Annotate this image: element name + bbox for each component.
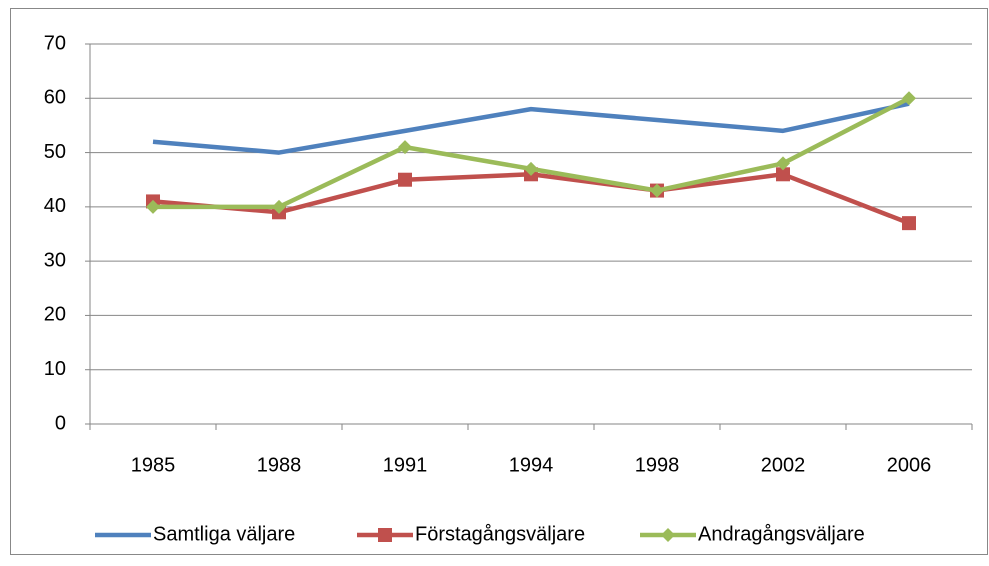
marker xyxy=(398,140,412,155)
x-tick-label: 1988 xyxy=(257,454,302,476)
legend-label: Andragångsväljare xyxy=(698,523,865,545)
x-tick-label: 1994 xyxy=(509,454,554,476)
series-line xyxy=(152,101,910,155)
y-tick-label: 50 xyxy=(44,141,66,163)
y-tick-label: 20 xyxy=(44,304,66,326)
x-tick-label: 2006 xyxy=(887,454,932,476)
legend-label: Förstagångsväljare xyxy=(415,523,585,545)
y-tick-label: 0 xyxy=(55,412,66,434)
y-tick-label: 70 xyxy=(44,32,66,54)
marker xyxy=(776,167,790,182)
x-tick-label: 1985 xyxy=(131,454,176,476)
marker xyxy=(398,172,412,187)
marker xyxy=(272,199,286,214)
marker xyxy=(650,183,664,198)
marker xyxy=(524,161,538,176)
marker xyxy=(902,216,916,231)
x-tick-label: 2002 xyxy=(761,454,806,476)
marker xyxy=(902,91,916,106)
x-tick-label: 1991 xyxy=(383,454,428,476)
y-tick-label: 60 xyxy=(44,87,66,109)
marker xyxy=(661,528,675,542)
marker xyxy=(146,199,160,214)
marker xyxy=(378,528,392,542)
y-tick-label: 10 xyxy=(44,358,66,380)
legend-label: Samtliga väljare xyxy=(153,523,295,545)
y-tick-label: 40 xyxy=(44,195,66,217)
x-tick-label: 1998 xyxy=(635,454,680,476)
y-tick-label: 30 xyxy=(44,249,66,271)
marker xyxy=(776,156,790,171)
chart-border xyxy=(10,8,988,555)
